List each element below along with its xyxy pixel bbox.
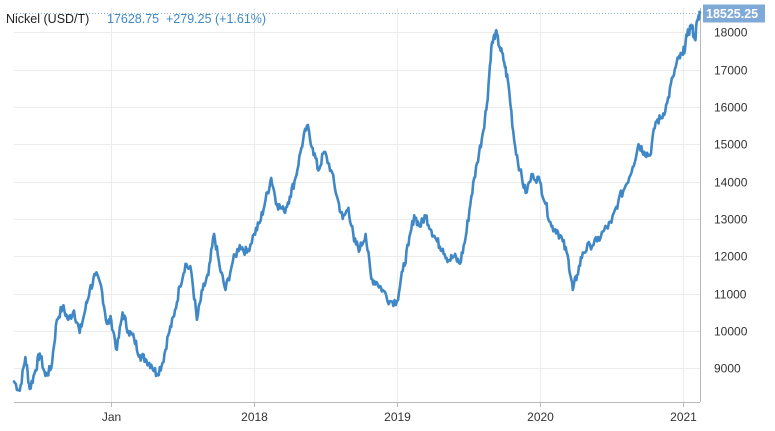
y-axis: 9000 10000 11000 12000 13000 14000 15000 16000 1… (700, 8, 748, 402)
grid (14, 8, 700, 402)
x-tick-label: 2021 (670, 410, 697, 424)
price-change: +279.25 (+1.61%) (166, 12, 266, 26)
last-value-marker: 18525.25 (14, 4, 765, 23)
y-tick-label: 18000 (714, 26, 748, 40)
y-tick-label: 16000 (714, 101, 748, 115)
series-line (12, 10, 702, 393)
chart-header: Nickel (USD/T) 17628.75 +279.25 (+1.61%) (6, 12, 266, 26)
x-tick-label: 2019 (384, 410, 411, 424)
y-tick-label: 11000 (714, 288, 747, 302)
current-price: 17628.75 (107, 12, 159, 26)
series-group (12, 10, 702, 393)
y-tick-label: 15000 (714, 138, 748, 152)
y-tick-label: 10000 (714, 325, 748, 339)
x-tick-label: 2018 (241, 410, 268, 424)
x-tick-label: Jan (102, 410, 121, 424)
x-tick-label: 2020 (527, 410, 554, 424)
x-axis: Jan 2018 2019 2020 2021 (14, 402, 700, 424)
y-tick-label: 9000 (714, 362, 741, 376)
y-tick-label: 12000 (714, 250, 748, 264)
last-value-label: 18525.25 (706, 7, 758, 21)
y-tick-label: 17000 (714, 64, 748, 78)
y-tick-label: 14000 (714, 176, 748, 190)
last-value-badge (703, 4, 765, 23)
y-tick-label: 13000 (714, 213, 748, 227)
instrument-name: Nickel (USD/T) (6, 12, 89, 26)
